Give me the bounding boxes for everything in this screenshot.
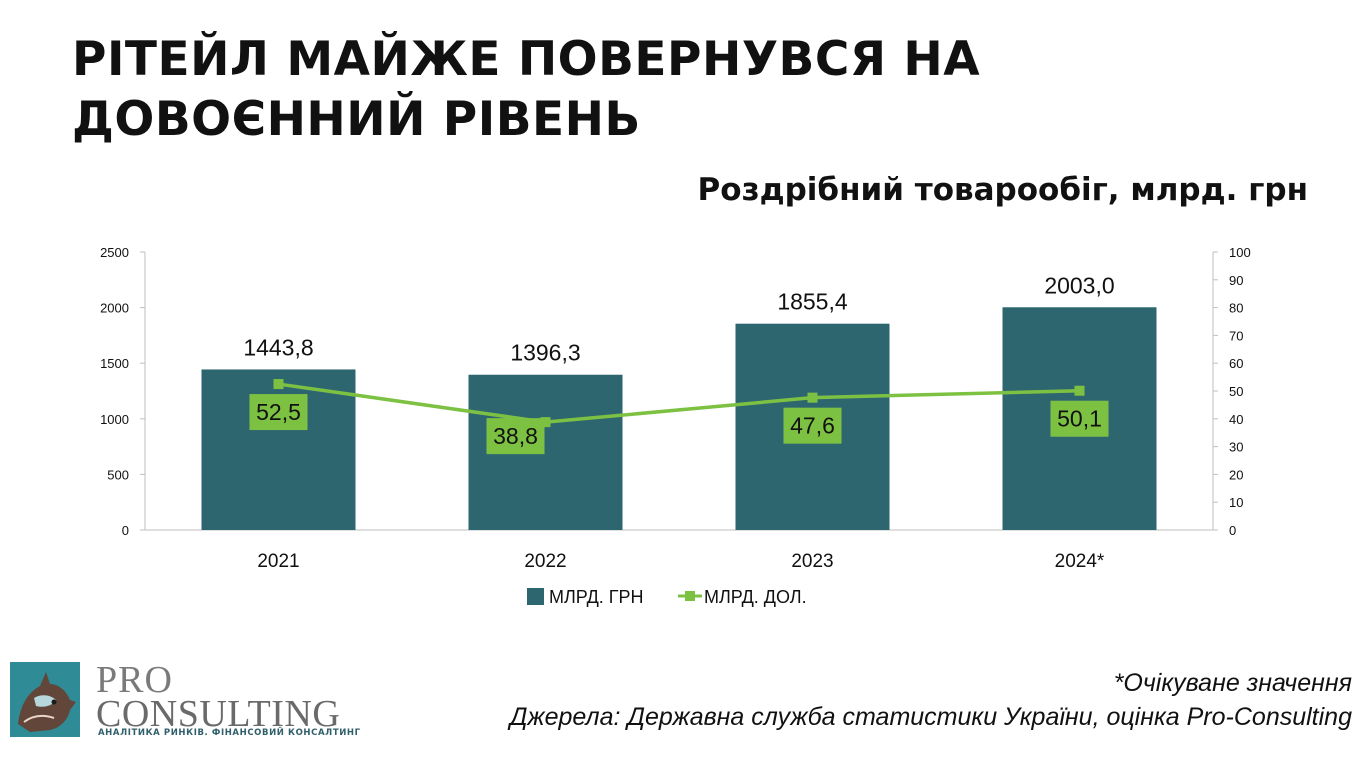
line-label-box [486,418,545,455]
chart-title: Роздрібний товарообіг, млрд. грн [697,172,1308,208]
right-tick-label: 60 [1229,356,1243,371]
right-tick-label: 100 [1229,245,1251,260]
logo-tagline: АНАЛІТИКА РИНКІВ. ФІНАНСОВИЙ КОНСАЛТИНГ [98,728,361,738]
chart-legend: МЛРД. ГРН МЛРД. ДОЛ. [527,587,807,607]
series-line [278,382,1080,424]
right-tick-label: 70 [1229,328,1243,343]
line-value-label: 38,8 [493,423,538,449]
right-tick-label: 80 [1229,301,1243,316]
bar-value-label: 1855,4 [777,289,848,315]
line-label-box [249,394,308,431]
left-tick-label: 2500 [100,245,129,260]
logo-text-consulting: CONSULTING [96,693,341,735]
legend-swatch-marker [685,591,695,601]
logo-text-pro: PRO [96,659,173,701]
x-tick-label: 2022 [524,551,566,572]
line-point [1074,385,1085,396]
right-tick-label: 40 [1229,412,1243,427]
legend-label-bar: МЛРД. ГРН [549,587,644,607]
rhino-logo-icon [10,662,80,737]
x-tick-label: 2024* [1055,551,1105,572]
right-tick-label: 0 [1229,523,1236,538]
legend-swatch-bar [527,588,544,605]
footnote-source: Джерела: Державна служба статистики Укра… [509,703,1352,731]
line-point [807,392,818,403]
line-value-label: 52,5 [256,399,301,425]
footnote-expected: *Очікуване значення [1113,669,1352,697]
pro-consulting-logo: PRO CONSULTING АНАЛІТИКА РИНКІВ. ФІНАНСО… [10,659,360,742]
left-tick-label: 0 [122,523,129,538]
right-tick-label: 10 [1229,495,1243,510]
data-labels: 1443,8 1396,3 1855,4 2003,0 52,5 38,8 47,6 50,1 [243,272,1115,455]
left-tick-label: 1000 [100,412,129,427]
line-series [273,379,1085,428]
bar-value-label: 1396,3 [510,340,580,366]
x-tick-label: 2021 [257,551,299,572]
line-label-box [1050,400,1109,437]
line-value-label: 50,1 [1057,406,1102,432]
footnote: *Очікуване значення Джерела: Державна сл… [510,666,1352,734]
line-label-box [783,407,842,444]
page-title-line-2: ДОВОЄННИЙ РІВЕНЬ [72,92,641,147]
right-tick-label: 20 [1229,467,1243,482]
right-tick-label: 50 [1229,384,1243,399]
bar-value-label: 2003,0 [1044,272,1114,298]
left-tick-label: 1500 [100,356,129,371]
right-tick-label: 90 [1229,273,1243,288]
line-point [540,417,551,428]
left-tick-label: 500 [107,467,129,482]
x-tick-label: 2023 [791,551,833,572]
left-tick-label: 2000 [100,301,129,316]
legend-label-line: МЛРД. ДОЛ. [704,587,807,607]
page-title-line-1: РІТЕЙЛ МАЙЖЕ ПОВЕРНУВСЯ НА [72,32,981,87]
bar-value-label: 1443,8 [243,334,313,360]
bar-series [201,307,1157,530]
combo-chart: 0 500 1000 1500 2000 2500 0 10 20 30 40 50 60 70 80 90 1… [100,245,1251,607]
line-value-label: 47,6 [790,413,835,439]
page-title: РІТЕЙЛ МАЙЖЕ ПОВЕРНУВСЯ НА ДОВОЄННИЙ РІВ… [72,30,1172,150]
right-tick-label: 30 [1229,440,1243,455]
bar [201,369,356,530]
line-point [273,379,284,390]
